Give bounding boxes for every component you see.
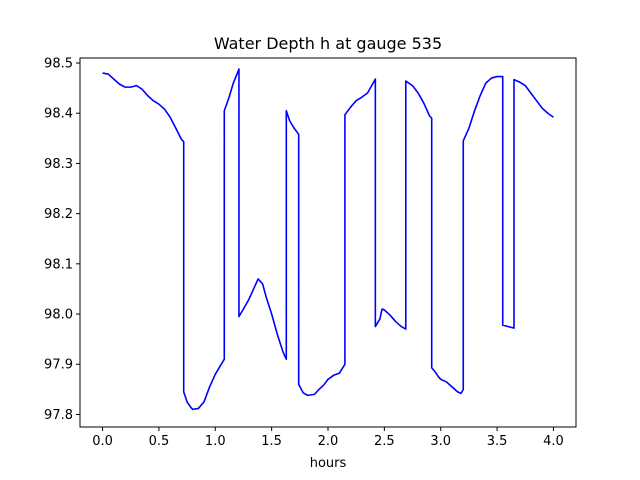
x-tick-label: 2.0 bbox=[318, 434, 339, 449]
x-tick-label: 0.5 bbox=[149, 434, 170, 449]
x-tick-label: 0.0 bbox=[92, 434, 113, 449]
series-line bbox=[102, 68, 554, 411]
x-tick-label: 1.0 bbox=[205, 434, 226, 449]
x-axis-label: hours bbox=[310, 456, 347, 471]
plot-frame bbox=[79, 57, 577, 428]
y-tick-label: 98.0 bbox=[44, 308, 73, 323]
y-tick-label: 98.1 bbox=[44, 257, 73, 272]
y-tick-label: 98.2 bbox=[44, 207, 73, 222]
y-tick-label: 98.3 bbox=[44, 157, 73, 172]
x-axis: 0.0 0.5 1.0 1.5 2.0 2.5 3.0 3.5 4.0 bbox=[92, 427, 564, 449]
y-tick-label: 98.4 bbox=[44, 107, 73, 122]
chart-title: Water Depth h at gauge 535 bbox=[214, 34, 442, 53]
y-tick-label: 97.9 bbox=[44, 358, 73, 373]
x-tick-label: 3.0 bbox=[430, 434, 451, 449]
x-tick-label: 4.0 bbox=[543, 434, 564, 449]
x-tick-label: 2.5 bbox=[374, 434, 395, 449]
y-axis: 97.8 97.9 98.0 98.1 98.2 98.3 98.4 98.5 bbox=[44, 57, 80, 423]
y-tick-label: 98.5 bbox=[44, 57, 73, 72]
x-tick-label: 1.5 bbox=[261, 434, 282, 449]
y-tick-label: 97.8 bbox=[44, 408, 73, 423]
plot-lines bbox=[102, 68, 554, 411]
x-tick-label: 3.5 bbox=[487, 434, 508, 449]
